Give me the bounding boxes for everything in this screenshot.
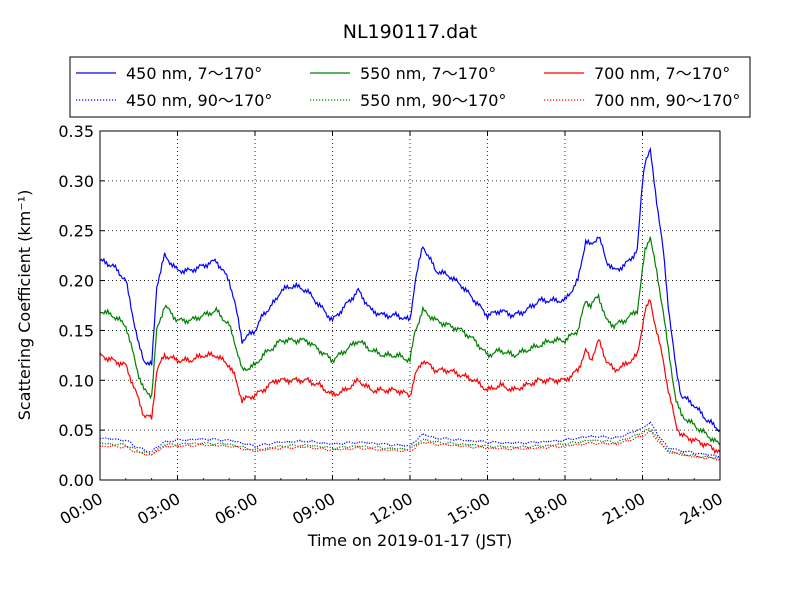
x-tick-label: 24:00: [677, 489, 726, 529]
series-line-4: [99, 427, 721, 460]
grid: [100, 131, 720, 480]
y-tick-label: 0.30: [58, 172, 94, 191]
series-line-3: [99, 420, 721, 458]
legend-label: 450 nm, 7～170°: [126, 64, 262, 83]
ticks: 00:00 03:00 06:00 09:00 12:00 15:00 18:00 21:00…: [57, 122, 726, 529]
x-tick-label: 15:00: [444, 489, 493, 529]
y-tick-label: 0.00: [58, 471, 94, 490]
x-tick-label: 09:00: [289, 489, 338, 529]
legend-label: 700 nm, 90～170°: [594, 91, 740, 110]
series-group: [99, 146, 721, 461]
x-tick-label: 00:00: [57, 489, 106, 529]
y-tick-label: 0.25: [58, 222, 94, 241]
series-line-2: [99, 299, 721, 455]
series-line-0: [99, 146, 721, 433]
x-axis-label: Time on 2019-01-17 (JST): [307, 531, 512, 550]
y-axis-label: Scattering Coefficient (km⁻¹): [15, 190, 34, 421]
x-tick-label: 21:00: [599, 489, 648, 529]
y-tick-label: 0.10: [58, 371, 94, 390]
x-tick-label: 03:00: [134, 489, 183, 529]
legend-label: 450 nm, 90～170°: [126, 91, 272, 110]
series-line-5: [99, 428, 721, 461]
legend-label: 550 nm, 7～170°: [360, 64, 496, 83]
legend-label: 550 nm, 90～170°: [360, 91, 506, 110]
legend-label: 700 nm, 7～170°: [594, 64, 730, 83]
chart-title: NL190117.dat: [343, 21, 478, 43]
x-tick-label: 12:00: [367, 489, 416, 529]
y-tick-label: 0.15: [58, 321, 94, 340]
series-line-1: [99, 236, 721, 446]
y-tick-label: 0.20: [58, 272, 94, 291]
y-tick-label: 0.35: [58, 122, 94, 141]
x-tick-label: 06:00: [212, 489, 261, 529]
y-tick-label: 0.05: [58, 421, 94, 440]
legend-box: [69, 56, 751, 118]
legend: 450 nm, 7～170° 550 nm, 7～170° 700 nm, 7～17…: [69, 56, 751, 118]
x-tick-label: 18:00: [522, 489, 571, 529]
